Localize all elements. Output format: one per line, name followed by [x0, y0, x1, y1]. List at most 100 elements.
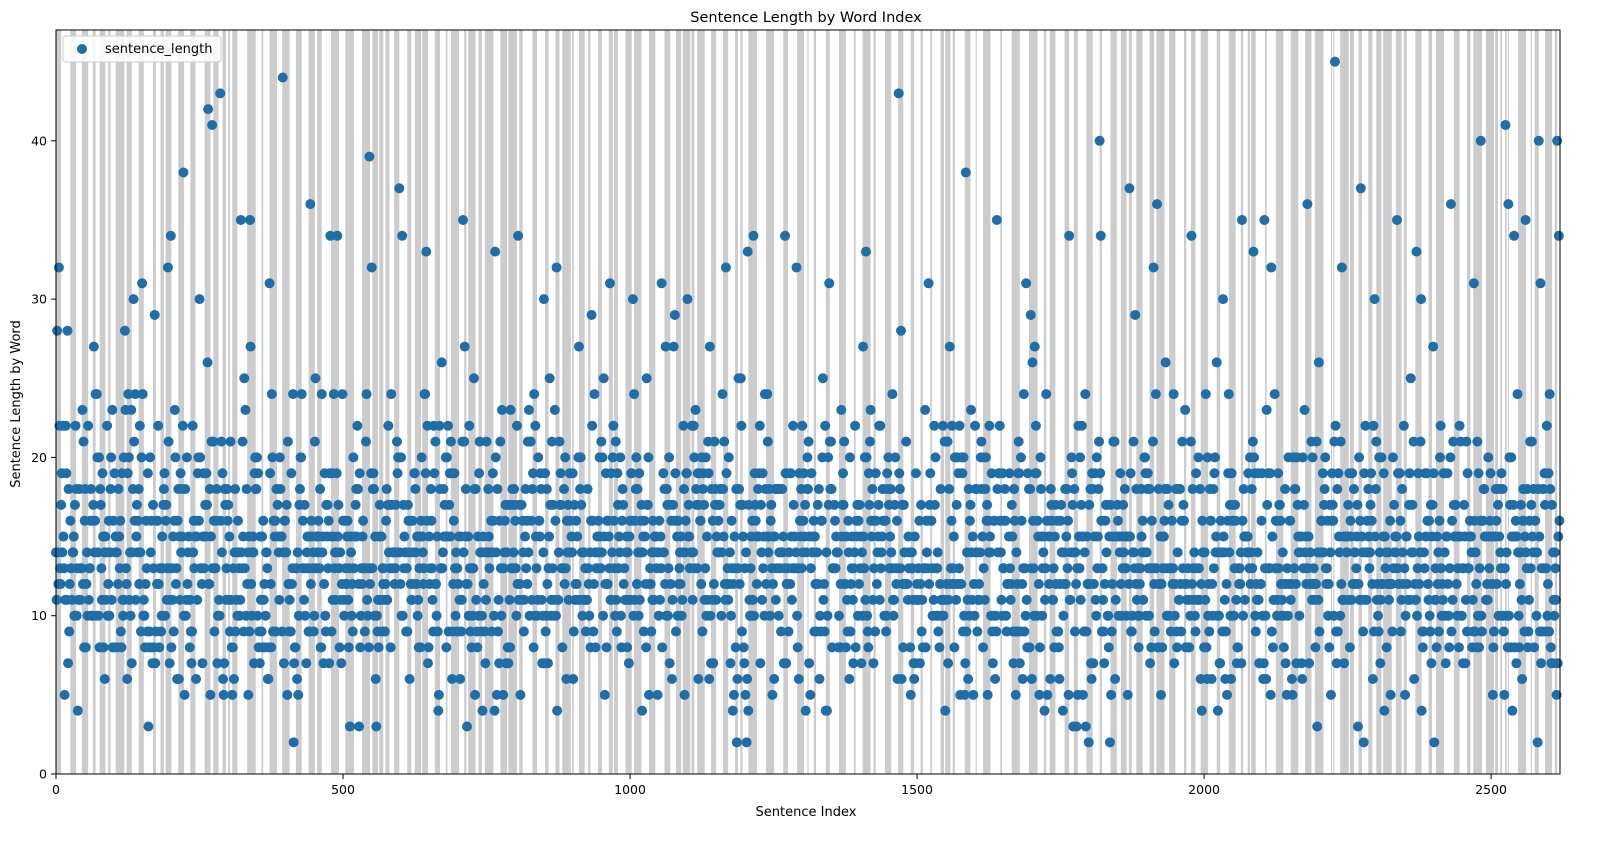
scatter-point	[222, 515, 233, 526]
scatter-point	[260, 610, 271, 621]
scatter-point	[115, 626, 126, 637]
scatter-point	[1418, 626, 1429, 637]
scatter-point	[181, 452, 192, 463]
scatter-point	[437, 547, 448, 558]
scatter-point	[890, 452, 901, 463]
scatter-point	[575, 452, 586, 463]
scatter-point	[701, 531, 712, 542]
scatter-point	[409, 468, 420, 479]
scatter-point	[1511, 658, 1522, 669]
scatter-point	[1297, 452, 1308, 463]
scatter-point	[113, 484, 124, 495]
scatter-point	[1037, 610, 1048, 621]
scatter-point	[172, 515, 183, 526]
scatter-point	[700, 452, 711, 463]
scatter-point	[309, 436, 320, 447]
scatter-point	[395, 579, 406, 590]
shaded-band	[1086, 30, 1093, 774]
scatter-point	[786, 594, 797, 605]
scatter-point	[1287, 689, 1298, 700]
scatter-point	[668, 341, 679, 352]
scatter-point	[1084, 499, 1095, 510]
scatter-point	[1255, 579, 1266, 590]
scatter-point	[619, 563, 630, 574]
scatter-point	[281, 499, 292, 510]
scatter-point	[1367, 674, 1378, 685]
scatter-point	[1215, 515, 1226, 526]
scatter-point	[1416, 705, 1427, 716]
scatter-point	[447, 674, 458, 685]
scatter-point	[123, 389, 134, 400]
scatter-point	[984, 420, 995, 431]
scatter-point	[1142, 468, 1153, 479]
scatter-point	[1544, 626, 1555, 637]
scatter-point	[948, 531, 959, 542]
scatter-point	[1517, 674, 1528, 685]
scatter-point	[133, 484, 144, 495]
scatter-point	[397, 610, 408, 621]
scatter-point	[1514, 579, 1525, 590]
scatter-point	[643, 689, 654, 700]
scatter-point	[64, 626, 75, 637]
shaded-band	[1383, 30, 1392, 774]
scatter-point	[455, 674, 466, 685]
scatter-point	[153, 579, 164, 590]
scatter-point	[547, 563, 558, 574]
scatter-point	[540, 626, 551, 637]
scatter-point	[1463, 563, 1474, 574]
scatter-point	[1525, 563, 1536, 574]
scatter-point	[1345, 515, 1356, 526]
scatter-point	[1470, 547, 1481, 558]
scatter-point	[875, 563, 886, 574]
scatter-point	[286, 468, 297, 479]
shaded-band	[1099, 30, 1102, 774]
scatter-point	[1238, 610, 1249, 621]
scatter-point	[1222, 689, 1233, 700]
scatter-point	[102, 420, 113, 431]
scatter-point	[551, 262, 562, 273]
scatter-point	[1344, 642, 1355, 653]
shaded-band	[70, 30, 77, 774]
scatter-point	[53, 262, 64, 273]
x-tick-label: 1500	[901, 782, 933, 797]
scatter-point	[125, 610, 136, 621]
scatter-point	[88, 499, 99, 510]
scatter-point	[568, 626, 579, 637]
scatter-point	[834, 610, 844, 621]
scatter-point	[217, 468, 228, 479]
scatter-point	[319, 579, 330, 590]
scatter-point	[445, 531, 456, 542]
scatter-point	[693, 674, 704, 685]
scatter-point	[680, 515, 691, 526]
scatter-point	[604, 278, 615, 289]
scatter-point	[705, 610, 716, 621]
scatter-point	[1511, 531, 1522, 542]
scatter-point	[970, 420, 981, 431]
shaded-band	[648, 30, 656, 774]
scatter-point	[96, 563, 107, 574]
scatter-point	[717, 389, 728, 400]
scatter-point	[544, 531, 555, 542]
scatter-point	[1040, 594, 1051, 605]
scatter-point	[1395, 626, 1406, 637]
scatter-point	[1149, 626, 1160, 637]
scatter-point	[69, 499, 80, 510]
scatter-point	[1285, 515, 1296, 526]
scatter-point	[288, 389, 299, 400]
scatter-point	[431, 579, 442, 590]
shaded-band	[450, 30, 459, 774]
scatter-point	[1058, 610, 1069, 621]
shaded-band	[1358, 30, 1362, 774]
scatter-point	[1343, 499, 1354, 510]
scatter-point	[788, 420, 799, 431]
scatter-point	[282, 436, 293, 447]
scatter-point	[1101, 547, 1112, 558]
scatter-point	[210, 563, 221, 574]
shaded-band	[1504, 30, 1507, 774]
scatter-point	[394, 183, 405, 194]
scatter-point	[724, 547, 735, 558]
scatter-point	[59, 563, 70, 574]
shaded-band	[422, 30, 428, 774]
scatter-point	[887, 389, 898, 400]
